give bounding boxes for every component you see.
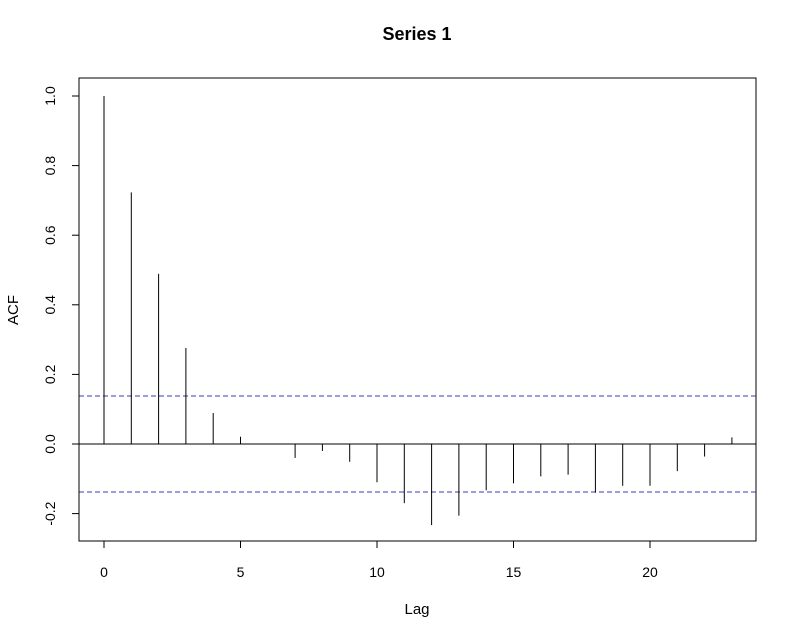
y-tick-label: 0.6 [42,225,58,245]
x-axis-label: Lag [404,601,429,618]
y-tick-label: 0.4 [42,295,58,315]
y-tick-label: 0.2 [42,364,58,384]
y-tick-label: 0.8 [42,156,58,176]
y-tick-label: 0.0 [42,434,58,454]
x-tick-label: 20 [642,564,658,580]
y-tick-label: 1.0 [42,86,58,106]
x-tick-label: 15 [506,564,522,580]
acf-spikes [103,96,733,526]
x-tick-label: 0 [100,564,108,580]
y-axis: -0.2 0.0 0.2 0.4 0.6 0.8 1.0 [42,86,80,526]
y-axis-label: ACF [5,295,22,325]
y-tick-label: -0.2 [42,501,58,525]
plot-frame [78,77,757,542]
chart-title: Series 1 [382,24,451,44]
x-tick-label: 5 [237,564,245,580]
x-tick-label: 10 [369,564,385,580]
x-axis: 0 5 10 15 20 [100,540,658,580]
